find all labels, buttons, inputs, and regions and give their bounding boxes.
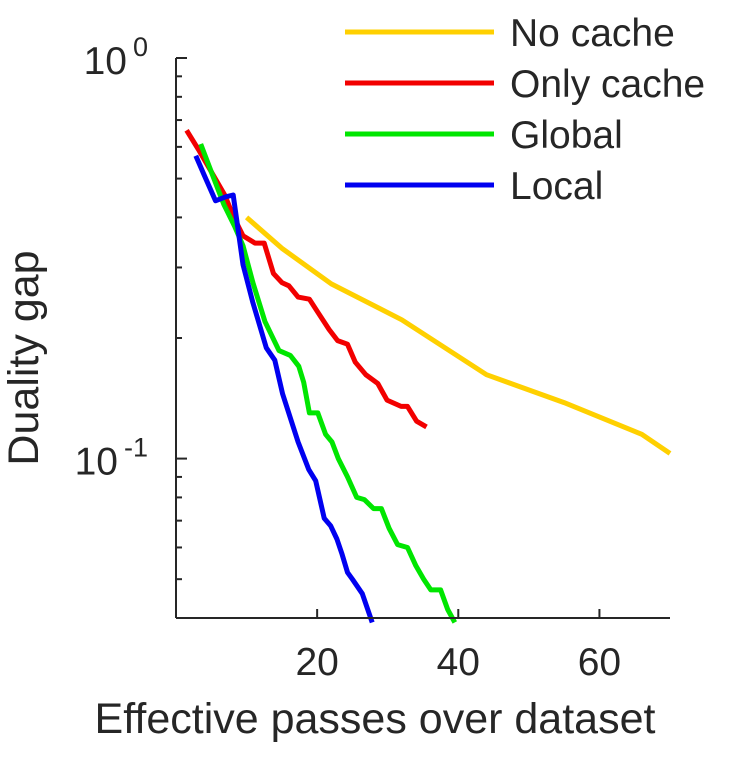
- legend: No cache Only cache Global Local: [345, 12, 705, 208]
- x-tick-label: 20: [295, 641, 338, 684]
- series-line-global: [198, 143, 457, 624]
- legend-label-global: Global: [510, 114, 623, 157]
- y-tick-label: 10 0: [84, 32, 148, 83]
- x-tick-label: 60: [578, 641, 621, 684]
- y-axis-label: Duality gap: [0, 250, 48, 465]
- x-axis-label: Effective passes over dataset: [95, 695, 656, 743]
- series-line-only-cache: [184, 128, 428, 430]
- series-layer: [184, 128, 672, 624]
- y-tick-label: 10 -1: [75, 433, 148, 484]
- legend-label-no-cache: No cache: [510, 12, 675, 55]
- x-tick-label: 40: [437, 641, 480, 684]
- legend-label-local: Local: [510, 165, 603, 208]
- series-line-no-cache: [244, 215, 672, 456]
- legend-label-only-cache: Only cache: [510, 63, 705, 106]
- series-line-local: [193, 154, 375, 624]
